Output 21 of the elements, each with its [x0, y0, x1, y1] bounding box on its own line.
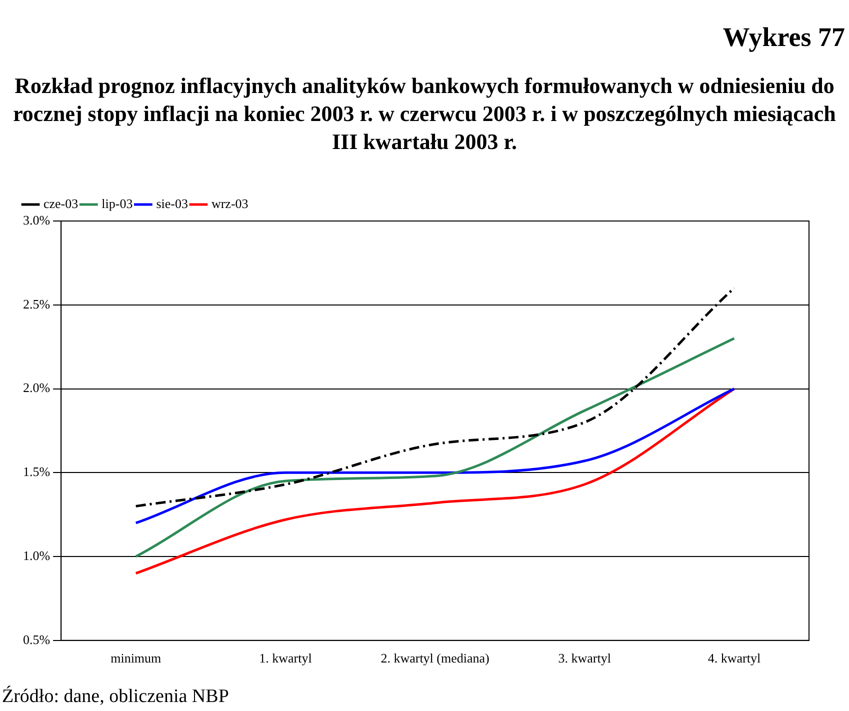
x-tick-label: 3. kwartyl — [558, 650, 612, 666]
line-series — [134, 388, 736, 575]
x-tick-label: 4. kwartyl — [708, 650, 761, 666]
y-tick-label: 0.5% — [22, 632, 50, 647]
legend-label: cze-03 — [44, 196, 78, 211]
text: Źródło: dane, obliczenia NBP — [2, 686, 229, 708]
legend-label: sie-03 — [156, 196, 188, 211]
legend-label: wrz-03 — [211, 196, 248, 211]
line-series — [134, 388, 736, 524]
y-tick-label: 3.0% — [22, 212, 50, 228]
chart-title: Wykres 77 — [722, 22, 845, 53]
y-tick-label: 1.5% — [22, 464, 50, 480]
legend-label: lip-03 — [102, 196, 133, 211]
y-tick-label: 1.0% — [22, 548, 50, 563]
line-series — [134, 337, 736, 558]
x-tick-label: minimum — [110, 650, 162, 666]
chart-subtitle: Rozkład prognoz inflacyjnych analityków bankowych formułowanych w odniesieniu do rocznej stopy inflacji na koniec 2003 r. w czerwcu 2003 r. i w poszczególnych miesiącach III kwartału 2003 r. — [12, 72, 837, 156]
y-tick-label: 2.0% — [22, 380, 50, 396]
x-tick-label: 1. kwartyl — [259, 650, 312, 666]
y-tick-label: 2.5% — [22, 296, 50, 312]
x-tick-label: 2. kwartyl (mediana) — [380, 650, 490, 666]
